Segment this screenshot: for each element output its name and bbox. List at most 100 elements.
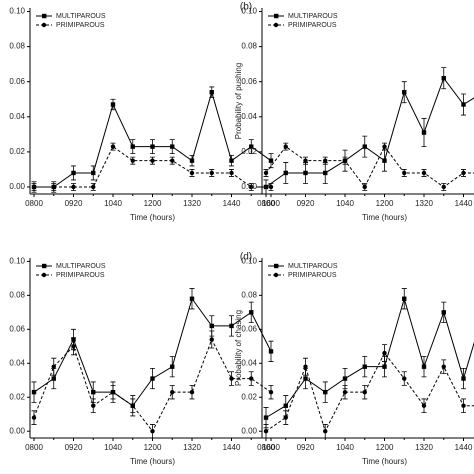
y-tick-label: 0.06 [9, 77, 25, 86]
marker [362, 184, 367, 190]
x-tick-label: 1600 [262, 199, 280, 208]
x-tick-label: 1040 [336, 199, 354, 208]
marker [263, 170, 269, 176]
marker [303, 376, 308, 381]
marker [110, 144, 116, 149]
x-tick-label: 0800 [257, 199, 275, 208]
y-tick-label: 0.02 [9, 392, 25, 401]
marker [323, 389, 328, 395]
marker [91, 403, 96, 408]
legend-label: PRIMIPAROUS [56, 22, 105, 29]
y-tick-label: 0.00 [241, 426, 257, 435]
marker [209, 337, 214, 342]
marker [342, 376, 348, 381]
legend-label: MULTIPAROUS [288, 13, 338, 20]
marker [461, 170, 466, 176]
marker [71, 344, 76, 349]
legend-marker [41, 272, 47, 278]
marker [283, 403, 288, 408]
legend-label: PRIMIPAROUS [288, 22, 337, 29]
marker [342, 158, 348, 163]
y-tick-label: 0.10 [241, 7, 257, 16]
marker [170, 144, 175, 149]
x-tick-label: 0920 [297, 443, 315, 452]
y-tick-label: 0.04 [9, 358, 25, 367]
y-tick-label: 0.00 [9, 426, 25, 435]
x-tick-label: 0920 [65, 199, 83, 208]
x-tick-label: 0800 [257, 443, 275, 452]
marker [268, 349, 274, 354]
legend-label: PRIMIPAROUS [56, 272, 105, 279]
marker [51, 376, 56, 381]
marker [382, 350, 387, 356]
legend-marker [273, 22, 279, 28]
x-axis-label: Time (hours) [130, 213, 175, 222]
marker [189, 296, 195, 301]
y-tick-label: 0.00 [9, 182, 25, 191]
marker [382, 364, 387, 369]
legend-marker [273, 272, 279, 278]
marker [209, 90, 214, 95]
marker [229, 170, 234, 176]
marker [249, 310, 254, 315]
marker [249, 184, 254, 190]
marker [31, 389, 37, 395]
marker [268, 389, 274, 395]
x-tick-label: 1440 [223, 199, 241, 208]
legend-marker [41, 22, 47, 28]
y-tick-label: 0.02 [241, 147, 257, 156]
marker [263, 184, 269, 190]
marker [421, 364, 427, 369]
legend-marker [42, 263, 47, 269]
x-axis-label: Time (hours) [130, 457, 175, 466]
marker [91, 389, 96, 395]
x-tick-label: 1200 [144, 443, 162, 452]
marker [263, 429, 269, 434]
marker [421, 130, 427, 135]
marker [323, 158, 328, 163]
y-tick-label: 0.04 [9, 112, 25, 121]
x-tick-label: 1440 [455, 443, 473, 452]
legend-marker [274, 263, 279, 269]
legend-label: MULTIPAROUS [288, 263, 338, 270]
x-tick-label: 1040 [336, 443, 354, 452]
marker [441, 184, 446, 190]
marker [91, 184, 96, 190]
marker [150, 429, 155, 434]
marker [303, 364, 308, 369]
marker [461, 376, 466, 381]
marker [323, 170, 328, 176]
marker [170, 158, 175, 163]
y-tick-label: 0.02 [9, 147, 25, 156]
marker [402, 296, 407, 301]
y-tick-label: 0.06 [241, 324, 257, 333]
y-tick-label: 0.00 [241, 182, 257, 191]
legend-label: MULTIPAROUS [56, 13, 106, 20]
x-tick-label: 1320 [183, 443, 201, 452]
y-tick-label: 0.02 [241, 392, 257, 401]
x-tick-label: 1200 [376, 443, 394, 452]
marker [189, 389, 195, 395]
marker [441, 75, 446, 81]
marker [229, 323, 234, 329]
marker [130, 144, 135, 149]
legend-marker [42, 13, 47, 19]
marker [249, 376, 254, 381]
marker [283, 170, 288, 176]
marker [421, 403, 427, 408]
marker [402, 376, 407, 381]
marker [249, 144, 254, 149]
marker [382, 144, 387, 149]
panel-label: (b) [240, 2, 252, 13]
marker [362, 389, 367, 395]
x-tick-label: 1440 [223, 443, 241, 452]
y-axis-label: Probability of chasing [234, 310, 243, 386]
marker [342, 389, 348, 395]
marker [461, 102, 466, 107]
marker [209, 323, 214, 329]
x-axis-label: Time (hours) [362, 213, 407, 222]
series-line [265, 296, 474, 419]
marker [51, 364, 56, 369]
y-tick-label: 0.06 [9, 324, 25, 333]
x-tick-label: 1320 [415, 199, 433, 208]
